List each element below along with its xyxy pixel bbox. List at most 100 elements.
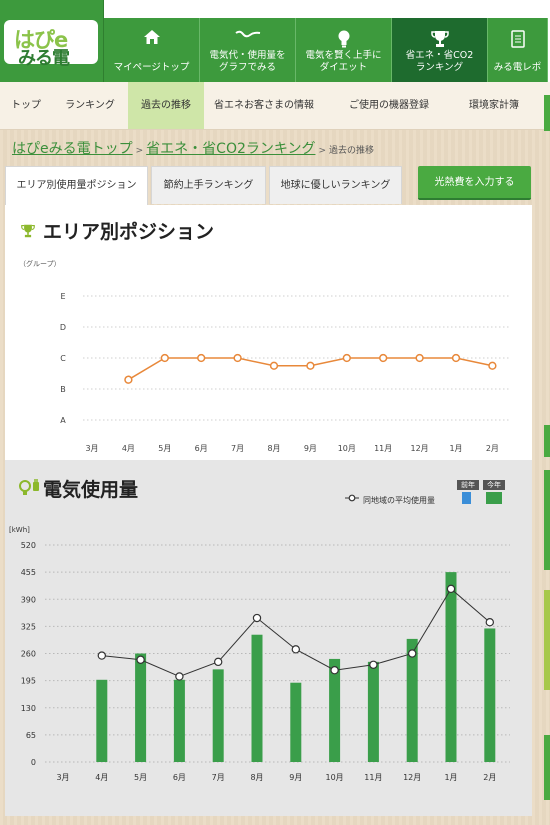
side-tab-stripe[interactable] bbox=[544, 425, 550, 457]
usage-x-tick-label: 3月 bbox=[56, 773, 69, 782]
nav-label: 電気代・使用量を グラフでみる bbox=[209, 50, 286, 73]
usage-x-tick-label: 2月 bbox=[483, 773, 496, 782]
position-y-tick-label: D bbox=[60, 323, 66, 332]
usage-average-point bbox=[252, 613, 262, 623]
position-data-point bbox=[160, 353, 169, 363]
main-nav: マイページトップ 電気代・使用量を グラフでみる 電気を賢く上手に ダイエット … bbox=[104, 18, 548, 82]
position-x-tick-label: 7月 bbox=[231, 444, 244, 453]
usage-bar-current-year bbox=[251, 634, 263, 762]
nav-ranking[interactable]: 省エネ・省CO2 ランキング bbox=[392, 18, 488, 82]
position-chart: （グループ） E D C B A 3月 4月 5月 6月 7月 8月 9月 10月 11月 12月 1月 2月 bbox=[19, 259, 510, 453]
nav-diet[interactable]: 電気を賢く上手に ダイエット bbox=[296, 18, 392, 82]
position-x-tick-label: 1月 bbox=[449, 444, 462, 453]
nav-label: マイページトップ bbox=[113, 62, 190, 73]
usage-bar-current-year bbox=[406, 638, 418, 762]
side-tab-stripe[interactable] bbox=[544, 590, 550, 690]
subnav-top[interactable]: トップ bbox=[11, 100, 41, 111]
usage-average-point bbox=[97, 651, 107, 660]
usage-x-tick-label: 6月 bbox=[173, 773, 186, 782]
position-data-point bbox=[488, 361, 497, 370]
usage-y-axis-label: [kWh] bbox=[9, 526, 30, 534]
usage-chart-title: 電気使用量 bbox=[43, 479, 139, 501]
electricity-usage-panel: 電気使用量 同地域の平均使用量 前年 今年 [kWh] 0 65 130 195 260 3… bbox=[5, 460, 532, 816]
subnav-eco-book[interactable]: 環境家計簿 bbox=[469, 100, 519, 111]
position-x-tick-label: 9月 bbox=[304, 444, 317, 453]
nav-graph[interactable]: 電気代・使用量を グラフでみる bbox=[200, 18, 296, 82]
position-data-point bbox=[233, 353, 242, 363]
site-logo[interactable]: はぴe みる電 bbox=[0, 0, 104, 82]
usage-average-point bbox=[175, 672, 184, 681]
usage-x-tick-label: 8月 bbox=[250, 773, 263, 782]
legend-prev-year-label: 前年 bbox=[457, 480, 479, 490]
tab-eco-ranking[interactable]: 地球に優しいランキング bbox=[269, 166, 402, 204]
position-data-point bbox=[451, 353, 461, 363]
usage-y-tick-label: 325 bbox=[21, 622, 36, 631]
usage-y-tick-label: 0 bbox=[31, 758, 36, 767]
usage-bar-current-year bbox=[173, 679, 185, 762]
bulb-icon bbox=[338, 30, 349, 48]
position-x-tick-label: 11月 bbox=[374, 444, 392, 453]
legend-prev-year-swatch bbox=[462, 492, 471, 504]
position-data-point bbox=[415, 353, 424, 363]
sub-nav: トップ ランキング 過去の推移 省エネお客さまの情報 ご使用の機器登録 環境家計… bbox=[0, 82, 550, 130]
usage-bar-current-year bbox=[135, 653, 147, 762]
logo-text-bottom: みる電 bbox=[18, 48, 70, 69]
usage-bar-current-year bbox=[367, 661, 379, 762]
position-y-tick-label: A bbox=[60, 416, 66, 425]
nav-label: 電気を賢く上手に ダイエット bbox=[305, 50, 382, 73]
breadcrumb: はぴeみる電トップ > 省エネ・省CO2ランキング > 過去の推移 bbox=[12, 138, 374, 158]
wave-icon bbox=[234, 30, 260, 38]
usage-average-point bbox=[485, 618, 494, 627]
usage-average-point bbox=[408, 649, 417, 658]
usage-y-tick-label: 260 bbox=[21, 650, 36, 659]
nav-mypage-top[interactable]: マイページトップ bbox=[104, 18, 200, 82]
side-tab-stripe[interactable] bbox=[544, 95, 550, 131]
usage-average-line bbox=[101, 588, 491, 677]
subnav-history[interactable]: 過去の推移 bbox=[128, 82, 204, 129]
breadcrumb-ranking[interactable]: 省エネ・省CO2ランキング bbox=[146, 141, 316, 157]
breadcrumb-current: 過去の推移 bbox=[329, 146, 375, 156]
usage-y-tick-label: 390 bbox=[21, 595, 36, 604]
subnav-device-registration[interactable]: ご使用の機器登録 bbox=[349, 100, 429, 111]
usage-y-tick-label: 65 bbox=[26, 731, 36, 740]
bulb-plug-icon bbox=[19, 479, 39, 495]
position-x-tick-label: 3月 bbox=[85, 444, 98, 453]
position-y-tick-label: B bbox=[60, 385, 66, 394]
position-data-point bbox=[197, 353, 206, 363]
ranking-tabs: エリア別使用量ポジション 節約上手ランキング 地球に優しいランキング bbox=[5, 166, 402, 206]
side-tab-stripe[interactable] bbox=[544, 735, 550, 800]
position-x-tick-label: 12月 bbox=[411, 444, 429, 453]
input-utility-cost-button[interactable]: 光熱費を入力する bbox=[418, 166, 531, 200]
position-y-axis-label: （グループ） bbox=[19, 259, 61, 268]
breadcrumb-separator: > bbox=[135, 146, 144, 156]
position-data-point bbox=[124, 375, 133, 384]
usage-x-tick-label: 12月 bbox=[403, 773, 421, 782]
legend-curr-year-swatch bbox=[486, 492, 502, 504]
usage-average-point bbox=[330, 665, 339, 675]
position-data-point bbox=[342, 353, 351, 363]
legend-line-marker bbox=[345, 494, 359, 502]
position-x-tick-label: 10月 bbox=[338, 444, 356, 453]
usage-x-tick-label: 7月 bbox=[212, 773, 225, 782]
site-header: はぴe みる電 マイページトップ 電気代・使用量を グラフでみる 電気を賢く上手… bbox=[0, 0, 550, 82]
position-data-point bbox=[269, 361, 279, 370]
tab-saving-ranking[interactable]: 節約上手ランキング bbox=[151, 166, 266, 204]
position-chart-title: エリア別ポジション bbox=[43, 221, 215, 243]
usage-chart: [kWh] 0 65 130 195 260 325 390 455 520 3月 4月 5月 6月 7月 8… bbox=[9, 526, 510, 782]
usage-average-point bbox=[291, 645, 300, 654]
usage-y-tick-label: 455 bbox=[21, 568, 36, 577]
nav-label: みる電レポ bbox=[493, 62, 542, 73]
usage-x-tick-label: 11月 bbox=[364, 773, 382, 782]
report-icon bbox=[510, 30, 525, 48]
subnav-customer-info[interactable]: 省エネお客さまの情報 bbox=[214, 100, 314, 111]
position-data-point bbox=[379, 353, 388, 363]
usage-bar-current-year bbox=[329, 658, 341, 762]
subnav-ranking[interactable]: ランキング bbox=[65, 100, 115, 111]
usage-x-tick-label: 1月 bbox=[444, 773, 457, 782]
nav-report[interactable]: みる電レポ bbox=[488, 18, 548, 82]
position-y-tick-label: C bbox=[60, 354, 66, 363]
tab-area-position[interactable]: エリア別使用量ポジション bbox=[5, 166, 148, 206]
side-tab-stripe[interactable] bbox=[544, 470, 550, 570]
breadcrumb-home[interactable]: はぴeみる電トップ bbox=[12, 141, 133, 157]
usage-x-tick-label: 4月 bbox=[95, 773, 108, 782]
